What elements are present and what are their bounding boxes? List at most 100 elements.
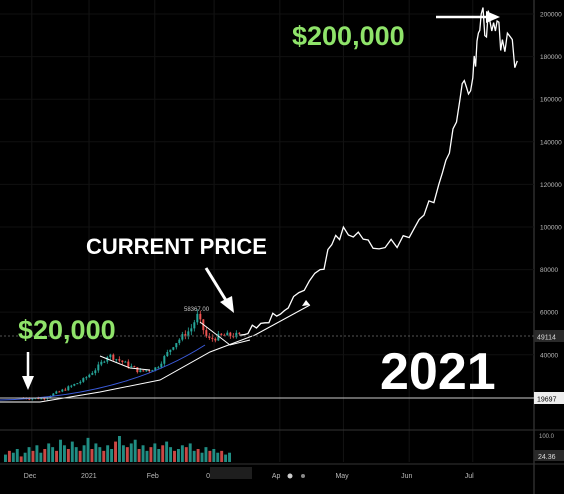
trend-arrow-icon xyxy=(302,300,310,306)
price-tick-label: 40000 xyxy=(540,352,558,359)
volume-bar xyxy=(66,449,70,462)
current-price-tag-text: 49114 xyxy=(537,335,556,342)
volume-bars xyxy=(4,436,231,462)
volume-bar xyxy=(59,439,62,462)
time-tick-label: Jun xyxy=(401,473,412,480)
candle-body xyxy=(193,322,196,329)
volume-bar xyxy=(82,445,86,462)
candle-body xyxy=(58,391,61,393)
candle-body xyxy=(133,366,136,368)
candle-body xyxy=(184,334,187,337)
scroll-dot-icon xyxy=(287,473,293,479)
price-axis: 200000 180000 160000 140000 120000 100000 8000… xyxy=(540,12,562,360)
price-tick-label: 160000 xyxy=(540,97,562,104)
candle-body xyxy=(220,333,223,335)
candle-body xyxy=(109,354,112,358)
candle-body xyxy=(223,334,226,336)
candle-body xyxy=(64,389,67,391)
candle-body xyxy=(79,381,82,384)
candle-body xyxy=(70,385,73,387)
volume-bar xyxy=(224,454,228,462)
candle-body xyxy=(226,332,229,336)
volume-bar xyxy=(23,452,27,462)
candle-body xyxy=(88,374,91,378)
candle-body xyxy=(217,333,220,341)
candle-body xyxy=(136,367,139,373)
volume-bar xyxy=(169,447,173,462)
candle-body xyxy=(181,334,184,340)
volume-bar xyxy=(145,450,149,462)
candle-body xyxy=(73,384,76,386)
candle-body xyxy=(148,370,151,372)
candle-body xyxy=(187,331,190,337)
candle-body xyxy=(28,398,31,400)
volume-bar xyxy=(184,447,188,462)
candle-body xyxy=(55,391,58,394)
volume-bar xyxy=(220,450,224,462)
price-tick-label: 140000 xyxy=(540,139,562,146)
candle-body xyxy=(112,354,115,360)
projected-price-line xyxy=(239,7,518,336)
candle-body xyxy=(190,328,193,332)
volume-bar xyxy=(133,439,137,462)
candle-body xyxy=(130,366,133,368)
candle-body xyxy=(163,356,166,364)
price-tick-label: 80000 xyxy=(540,267,558,274)
volume-bar xyxy=(121,445,125,462)
volume-bar xyxy=(196,449,200,462)
volume-bar xyxy=(15,449,19,462)
candle-body xyxy=(40,398,43,400)
volume-bar xyxy=(212,449,216,462)
candle-body xyxy=(238,332,241,334)
candle-body xyxy=(235,332,238,338)
volume-bar xyxy=(62,445,66,462)
base-price-tag-text: 19697 xyxy=(537,397,557,404)
volume-bar xyxy=(106,445,110,462)
volume-bar xyxy=(47,443,51,462)
candle-body xyxy=(31,398,34,400)
base-price-tag xyxy=(534,392,564,404)
trend-line xyxy=(0,304,311,403)
trend-line xyxy=(199,321,251,346)
candle-body xyxy=(43,398,46,400)
candle-body xyxy=(97,364,100,371)
time-tick-label: Ap xyxy=(272,473,281,480)
time-tick-label: May xyxy=(335,473,349,480)
candle-body xyxy=(175,343,178,348)
volume-bar xyxy=(74,447,78,462)
volume-bar xyxy=(129,443,133,462)
volume-bar xyxy=(94,443,98,462)
time-tick-label: Dec xyxy=(24,473,37,480)
volume-bar xyxy=(118,436,121,462)
scroll-dot-icon xyxy=(301,474,305,478)
candle-body xyxy=(151,370,154,372)
volume-bar xyxy=(11,452,15,462)
volume-bar xyxy=(165,441,169,462)
volume-bar xyxy=(173,450,176,462)
candle-body xyxy=(94,370,97,374)
volume-axis-tag xyxy=(534,450,564,461)
candle-body xyxy=(100,361,103,365)
candle-body xyxy=(169,349,172,352)
target-arrow-icon xyxy=(436,11,500,23)
volume-bar xyxy=(153,443,157,462)
volume-bar xyxy=(86,437,90,462)
trend-lines xyxy=(0,300,311,403)
time-tick-label: Feb xyxy=(147,473,159,480)
candle-body xyxy=(115,359,118,361)
volume-bar xyxy=(208,450,212,462)
volume-bar xyxy=(78,450,82,462)
current-price-arrow-icon xyxy=(204,267,234,313)
crosshair-time-tag xyxy=(210,467,252,479)
volume-bar xyxy=(149,447,153,462)
candle-body xyxy=(76,383,79,385)
volume-bar xyxy=(55,450,59,462)
volume-axis-label-top: 100.0 xyxy=(539,434,555,440)
time-tick-label: Jul xyxy=(465,473,474,480)
start-price-text: $20,000 xyxy=(18,315,116,345)
candle-body xyxy=(208,336,211,338)
volume-bar xyxy=(188,443,192,462)
candle-body xyxy=(121,360,124,363)
candle-body xyxy=(229,332,232,337)
